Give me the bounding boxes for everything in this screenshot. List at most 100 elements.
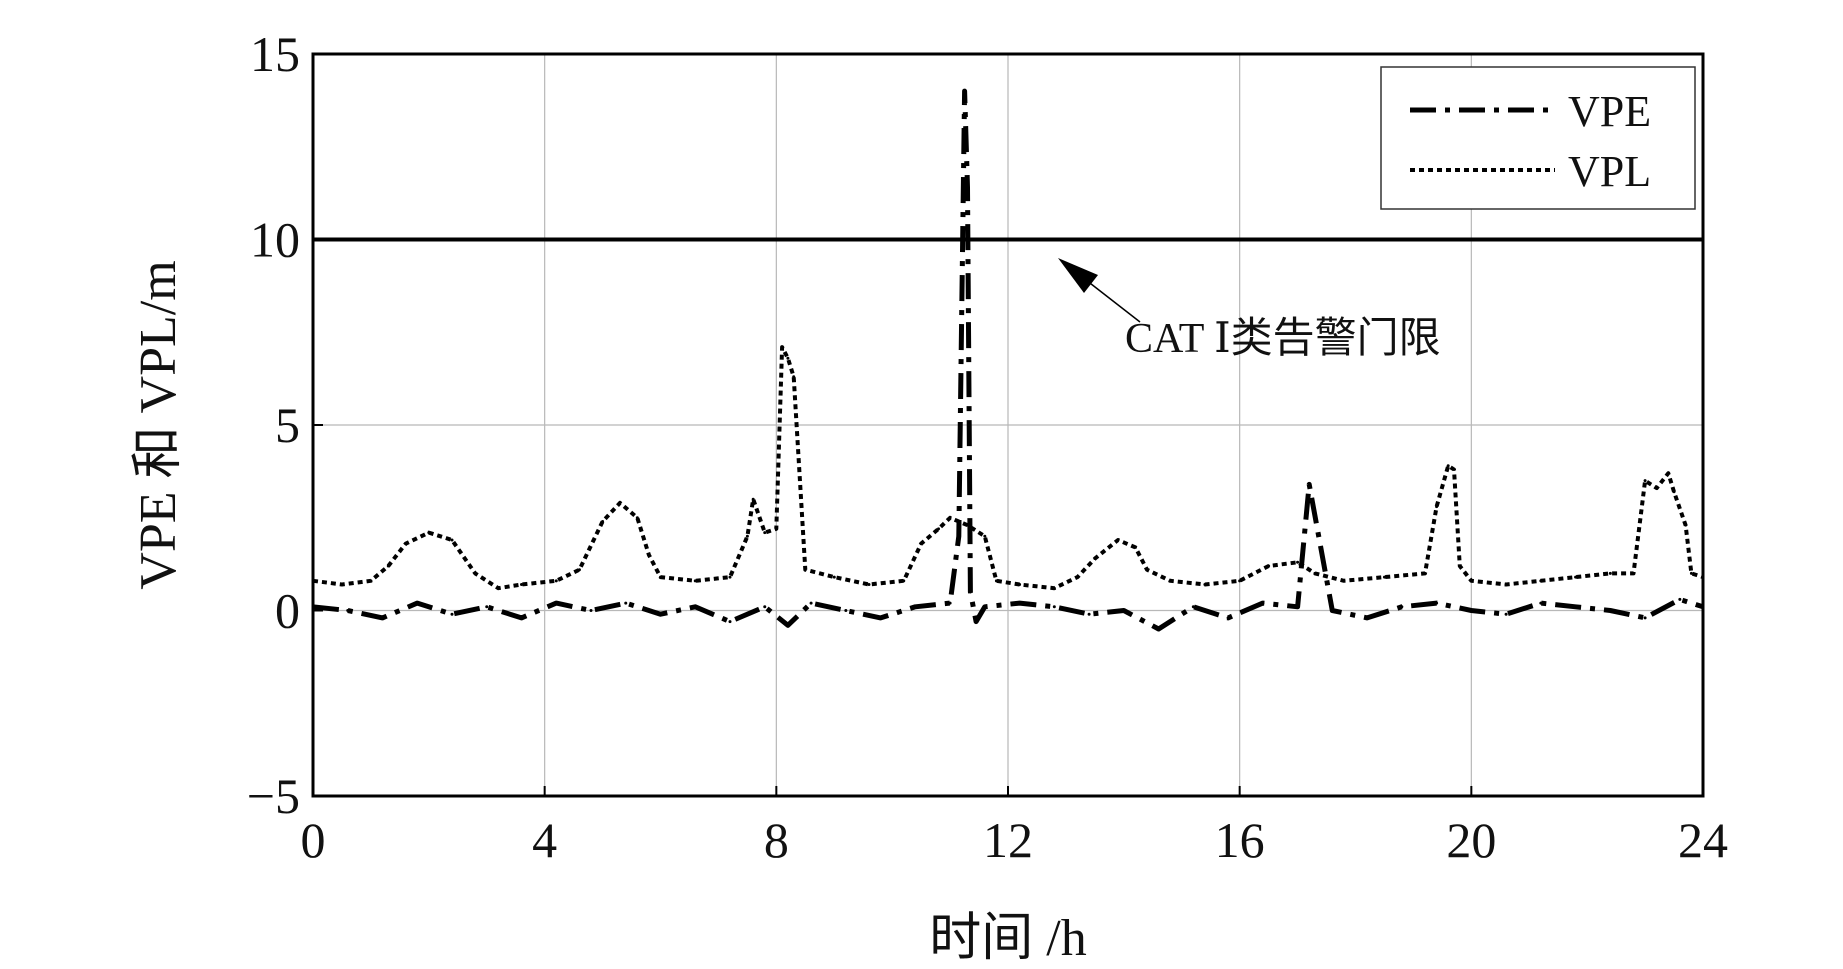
data-point-vpl — [1446, 464, 1450, 468]
data-point-vpe — [346, 609, 350, 612]
data-point-vpl — [763, 531, 767, 535]
data-point-vpe — [1122, 609, 1126, 612]
data-point-vpe — [1504, 612, 1508, 616]
data-point-vpl — [1018, 583, 1022, 587]
data-point-vpl — [1168, 579, 1172, 583]
legend-label-vpe: VPE — [1568, 87, 1651, 136]
data-point-vpl — [1539, 579, 1543, 583]
data-point-vpl — [577, 568, 581, 572]
data-point-vpe — [659, 612, 662, 616]
legend-box — [1380, 66, 1696, 210]
data-point-vpl — [902, 579, 906, 583]
data-point-vpl — [1689, 571, 1693, 575]
data-point-vpl — [369, 579, 373, 583]
data-point-vpe — [983, 605, 987, 609]
data-point-vpe — [381, 616, 384, 620]
data-point-vpe — [450, 612, 454, 616]
data-point-vpl — [1643, 479, 1647, 483]
data-point-vpl — [1342, 579, 1346, 583]
data-point-vpl — [774, 527, 778, 531]
data-point-vpe — [809, 601, 813, 605]
data-point-vpl — [803, 568, 807, 572]
data-point-vpe — [974, 620, 978, 624]
data-point-vpl — [1469, 579, 1473, 583]
y-tick-label: 5 — [275, 397, 300, 453]
data-point-vpl — [1666, 471, 1670, 475]
data-point-vpe — [913, 605, 917, 609]
data-point-vpl — [792, 375, 796, 379]
data-point-vpe — [1261, 601, 1265, 605]
data-point-vpl — [919, 542, 923, 546]
data-point-vpl — [786, 356, 790, 360]
data-point-vpe — [554, 601, 558, 605]
data-point-vpl — [1313, 571, 1317, 575]
data-point-vpl — [1655, 486, 1659, 490]
data-point-vpl — [659, 575, 662, 579]
data-point-vpl — [404, 542, 408, 546]
data-point-vpe — [1435, 601, 1439, 605]
data-point-vpe — [1539, 601, 1543, 605]
data-point-vpe — [879, 616, 883, 620]
data-point-vpl — [427, 531, 431, 535]
data-point-vpe — [1643, 616, 1647, 620]
x-tick-label: 4 — [532, 812, 557, 868]
data-point-vpl — [1632, 571, 1635, 575]
data-point-vpl — [1382, 575, 1386, 579]
annotation: CAT Ⅰ类告警门限 — [1058, 258, 1441, 362]
data-point-vpl — [601, 519, 605, 523]
data-point-vpl — [1203, 583, 1207, 587]
data-point-vpl — [1608, 571, 1612, 575]
data-point-vpe — [485, 605, 489, 609]
data-point-vpl — [473, 571, 477, 575]
data-point-vpl — [340, 583, 344, 587]
data-point-vpe — [728, 620, 732, 624]
data-point-vpl — [520, 583, 523, 587]
data-point-vpe — [415, 601, 419, 605]
data-point-vpl — [554, 579, 558, 583]
x-axis-title: 时间 /h — [929, 910, 1086, 967]
data-point-vpl — [1504, 583, 1508, 587]
y-axis-title: VPE 和 VPL/m — [130, 260, 187, 589]
data-point-vpe — [844, 609, 848, 612]
data-point-vpe — [624, 601, 628, 605]
data-point-vpl — [1076, 575, 1079, 579]
legend: VPE VPL — [1380, 66, 1696, 210]
data-point-vpl — [618, 501, 622, 505]
data-point-vpl — [1296, 560, 1300, 564]
data-point-vpe — [948, 601, 952, 605]
data-point-vpl — [1452, 468, 1456, 472]
x-tick-label: 16 — [1215, 812, 1265, 868]
data-point-vpl — [1435, 505, 1439, 509]
data-point-vpe — [965, 186, 969, 190]
data-point-vpl — [832, 575, 836, 579]
data-point-vpl — [1672, 490, 1676, 494]
data-point-vpl — [1116, 538, 1120, 542]
data-point-vpe — [1226, 616, 1230, 620]
data-point-vpl — [1684, 523, 1688, 527]
data-point-vpe — [1469, 609, 1473, 612]
x-tick-label: 0 — [301, 812, 326, 868]
data-point-vpe — [1191, 605, 1195, 609]
x-tick-label: 12 — [983, 812, 1033, 868]
y-tick-label: 15 — [250, 26, 300, 82]
data-point-vpl — [994, 579, 998, 583]
data-point-vpl — [1458, 564, 1462, 568]
data-point-vpl — [1267, 564, 1271, 568]
data-point-vpe — [963, 89, 967, 93]
y-tick-label: −5 — [247, 768, 300, 824]
data-point-vpe — [520, 616, 523, 620]
x-tick-label: 24 — [1678, 812, 1728, 868]
data-point-vpl — [751, 497, 755, 501]
data-point-vpe — [1296, 605, 1300, 609]
data-point-vpe — [1365, 616, 1369, 620]
data-point-vpe — [693, 605, 697, 609]
legend-label-vpl: VPL — [1568, 147, 1651, 196]
annotation-arrowhead — [1058, 258, 1098, 293]
data-point-vpe — [763, 605, 767, 609]
data-point-vpe — [1157, 627, 1161, 631]
data-point-vpl — [1052, 586, 1056, 590]
data-point-vpe — [1400, 605, 1404, 609]
data-point-vpl — [647, 553, 651, 557]
y-tick-label: 10 — [250, 212, 300, 268]
data-point-vpe — [1052, 605, 1056, 609]
